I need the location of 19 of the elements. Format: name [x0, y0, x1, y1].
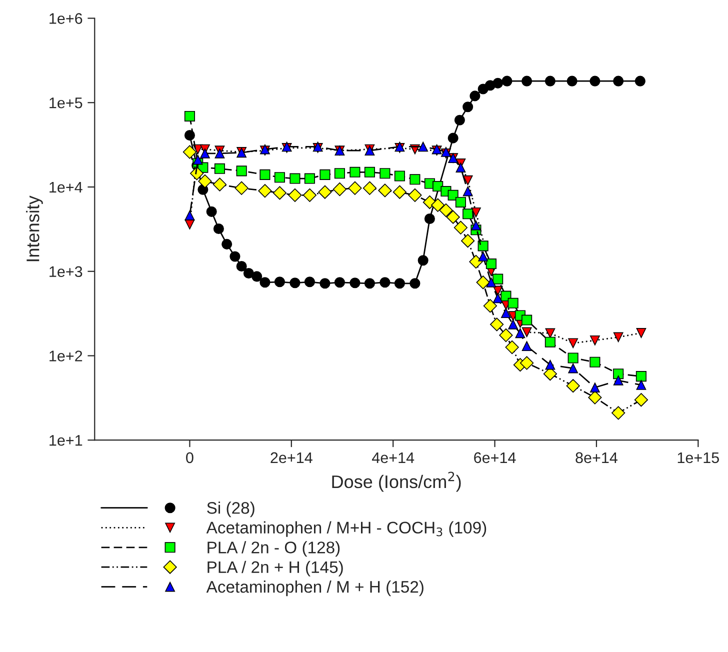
y-tick-label: 1e+4	[50, 182, 82, 193]
y-axis-title: Intensity	[26, 196, 43, 262]
x-tick-label: 8e+14	[576, 452, 618, 464]
legend-label: PLA / 2n + H (145)	[208, 560, 343, 576]
legend-label: Si (28)	[207, 502, 254, 518]
y-tick-label: 1e+3	[50, 266, 82, 278]
legend-label: Acetaminophen / M+H - COCH$_{3}$ (109)	[206, 521, 486, 537]
y-tick-label: 1e+5	[50, 98, 82, 108]
y-tick-label: 1e+6	[50, 13, 82, 24]
legend-label: Acetaminophen / M + H (152)	[206, 580, 424, 596]
x-tick-label: 0	[186, 452, 194, 464]
y-tick-label: 1e+1	[50, 435, 82, 446]
x-tick-label: 1e+15	[678, 452, 719, 464]
legend-label: PLA / 2n - O (128)	[208, 541, 340, 557]
x-tick-label: 6e+14	[474, 452, 516, 464]
x-tick-label: 4e+14	[372, 452, 414, 464]
x-tick-label: 2e+14	[270, 452, 312, 464]
x-axis-title: Dose (Ions/cm$^{2}$)	[332, 472, 461, 492]
y-tick-label: 1e+2	[50, 350, 82, 362]
